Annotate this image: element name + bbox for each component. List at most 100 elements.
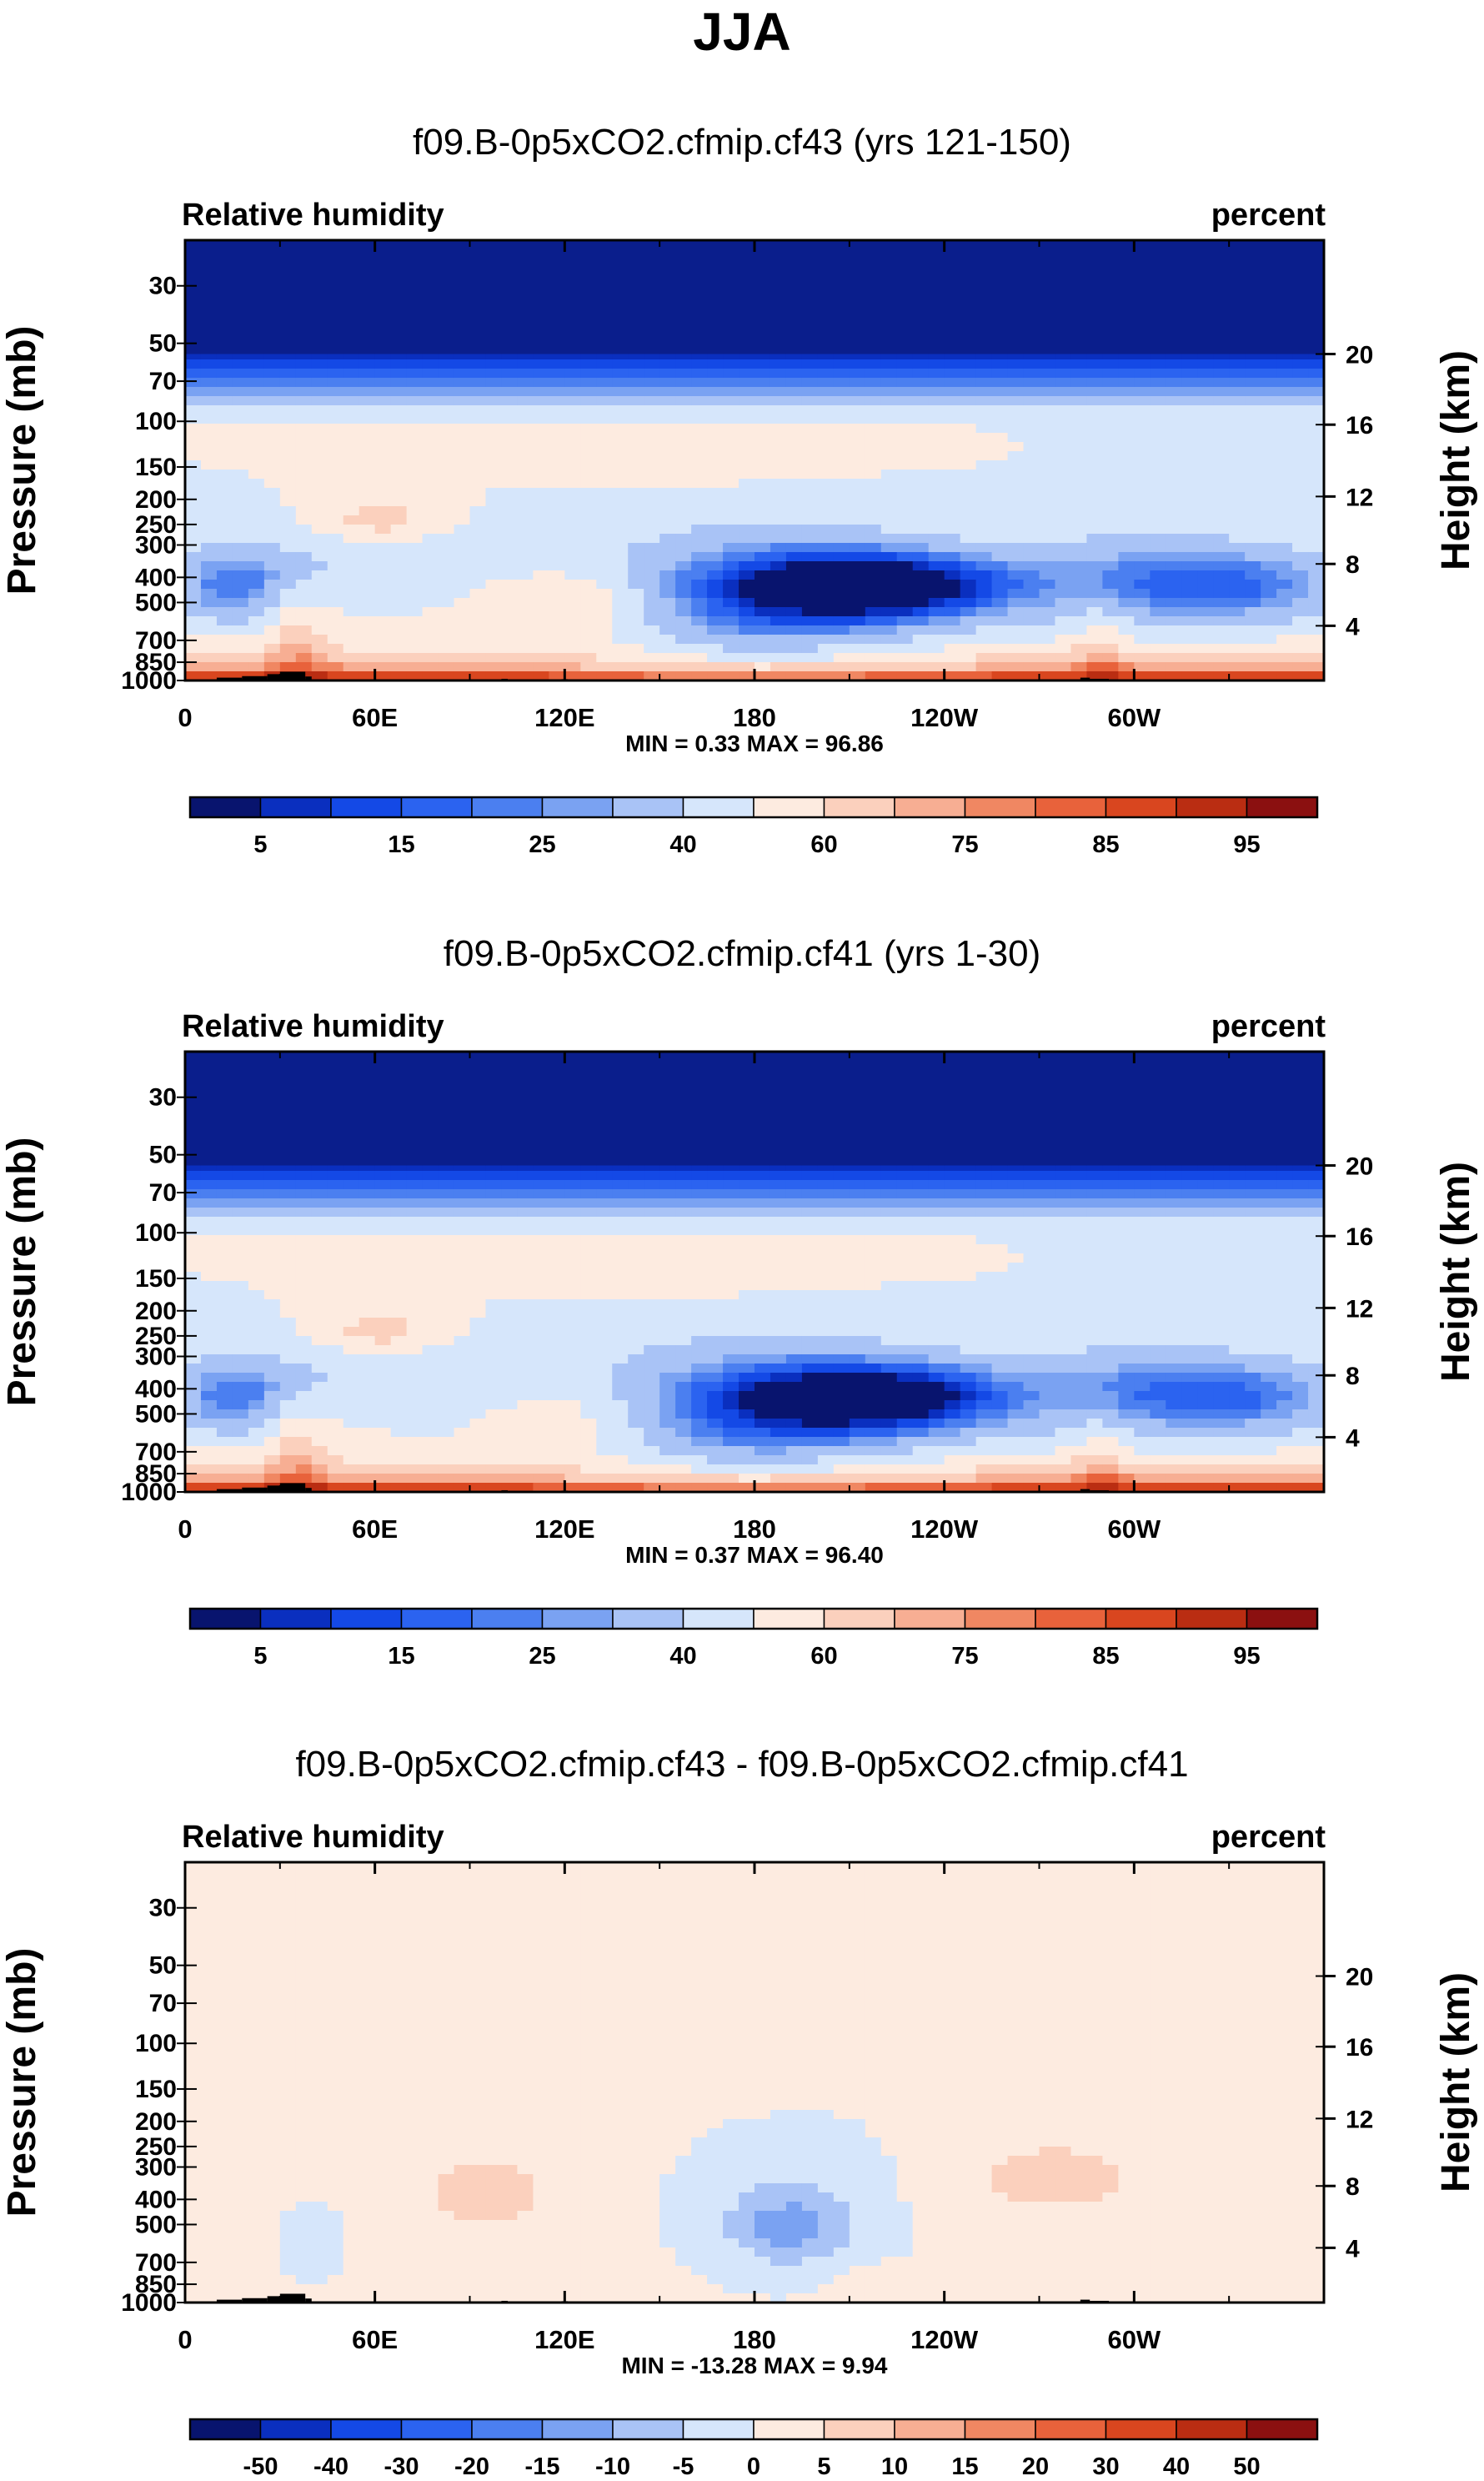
- field-cell: [896, 451, 914, 461]
- field-cell: [295, 1217, 313, 1227]
- pressure-tick-label: 30: [149, 273, 177, 300]
- field-cell: [1070, 433, 1088, 443]
- field-cell: [469, 479, 487, 489]
- field-cell: [390, 662, 408, 672]
- field-cell: [1150, 525, 1167, 535]
- field-cell: [564, 534, 582, 544]
- field-cell: [723, 625, 739, 635]
- field-cell: [311, 598, 328, 608]
- field-cell: [343, 1189, 360, 1199]
- field-cell: [1308, 671, 1325, 681]
- field-cell: [1229, 561, 1246, 571]
- field-cell: [390, 350, 408, 360]
- field-cell: [659, 460, 676, 470]
- field-cell: [612, 433, 629, 443]
- field-cell: [1197, 525, 1214, 535]
- field-cell: [580, 616, 598, 626]
- field-cell: [880, 387, 898, 397]
- field-cell: [991, 1198, 1009, 1208]
- field-cell: [311, 433, 328, 443]
- field-cell: [817, 1208, 835, 1218]
- field-cell: [912, 570, 930, 580]
- field-cell: [454, 671, 471, 681]
- field-cell: [501, 589, 519, 599]
- field-cell: [880, 497, 898, 507]
- field-cell: [691, 625, 708, 635]
- field-cell: [739, 497, 755, 507]
- field-cell: [485, 635, 503, 645]
- field-cell: [1086, 635, 1104, 645]
- field-cell: [628, 1180, 644, 1190]
- colorbar-box: [823, 796, 895, 818]
- field-cell: [1118, 433, 1136, 443]
- field-cell: [707, 451, 724, 461]
- field-cell: [1102, 1180, 1120, 1190]
- field-cell: [200, 433, 218, 443]
- field-cell: [327, 488, 344, 498]
- field-cell: [279, 451, 297, 461]
- field-cell: [1181, 580, 1199, 590]
- field-cell: [1197, 424, 1214, 434]
- field-cell: [1166, 350, 1183, 360]
- field-cell: [865, 414, 882, 424]
- field-cell: [279, 1208, 297, 1218]
- field-cell: [628, 1226, 644, 1236]
- field-cell: [912, 369, 930, 379]
- field-cell: [1055, 414, 1072, 424]
- field-cell: [785, 1208, 803, 1218]
- field-cell: [517, 671, 534, 681]
- field-cell: [343, 534, 360, 544]
- field-cell: [263, 662, 281, 672]
- field-cell: [770, 479, 787, 489]
- field-cell: [501, 488, 519, 498]
- field-cell: [739, 488, 755, 498]
- field-cell: [454, 359, 471, 369]
- field-cell: [438, 396, 455, 406]
- field-cell: [960, 635, 977, 645]
- field-cell: [1181, 350, 1199, 360]
- field-cell: [1055, 497, 1072, 507]
- field-cell: [817, 662, 835, 672]
- field-cell: [1213, 570, 1230, 580]
- field-cell: [454, 552, 471, 562]
- field-cell: [1166, 433, 1183, 443]
- field-cell: [833, 635, 850, 645]
- field-cell: [739, 589, 755, 599]
- field-cell: [896, 1171, 914, 1181]
- field-cell: [944, 1208, 961, 1218]
- field-cell: [1197, 1189, 1214, 1199]
- field-cell: [549, 662, 566, 672]
- field-cell: [549, 653, 566, 663]
- field-cell: [691, 1189, 708, 1199]
- field-cell: [770, 598, 787, 608]
- field-cell: [928, 580, 945, 590]
- field-cell: [770, 1217, 787, 1227]
- field-cell: [1276, 350, 1293, 360]
- field-cell: [928, 414, 945, 424]
- field-cell: [216, 671, 233, 681]
- field-cell: [928, 570, 945, 580]
- field-cell: [865, 607, 882, 617]
- field-cell: [549, 589, 566, 599]
- field-cell: [564, 570, 582, 580]
- field-cell: [200, 350, 218, 360]
- field-cell: [374, 470, 392, 480]
- field-cell: [549, 635, 566, 645]
- field-cell: [343, 552, 360, 562]
- field-cell: [485, 387, 503, 397]
- field-cell: [1197, 451, 1214, 461]
- field-cell: [817, 625, 835, 635]
- field-cell: [1166, 671, 1183, 681]
- field-cell: [596, 479, 614, 489]
- field-cell: [200, 506, 218, 516]
- field-cell: [739, 369, 755, 379]
- field-cell: [327, 580, 344, 590]
- field-cell: [1134, 625, 1151, 635]
- field-cell: [960, 1171, 977, 1181]
- field-cell: [991, 561, 1009, 571]
- field-cell: [817, 561, 835, 571]
- field-cell: [1197, 497, 1214, 507]
- field-cell: [723, 424, 739, 434]
- field-cell: [849, 506, 866, 516]
- field-cell: [896, 570, 914, 580]
